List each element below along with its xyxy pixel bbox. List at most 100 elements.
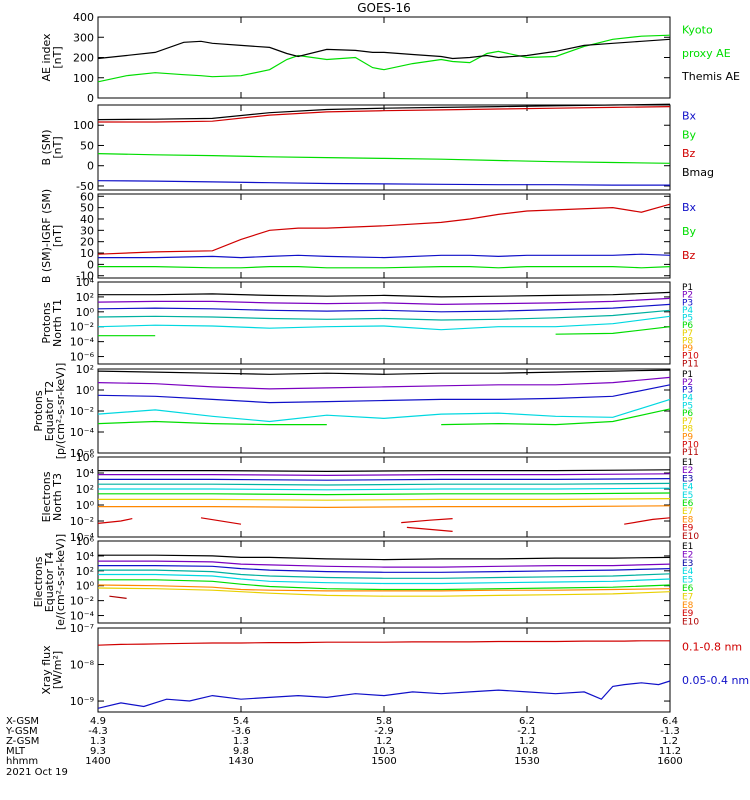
legend-entry: P3 — [682, 386, 693, 396]
legend-entry: E9 — [682, 524, 694, 534]
y-axis-label-line: [nT] — [51, 136, 64, 158]
legend-entry: E1 — [682, 542, 693, 552]
y-tick-label: 10⁶ — [76, 451, 95, 464]
y-axis-label-line: B (SM)-IGRF (SM) — [40, 189, 53, 283]
y-axis-label: AE index[nT] — [40, 33, 64, 82]
legend-entry: P6 — [682, 321, 693, 331]
y-axis-label-line: [W/m²] — [51, 651, 64, 689]
legend-entry: P7 — [682, 417, 693, 427]
legend-entry: P1 — [682, 370, 693, 380]
legend-entry: E4 — [682, 567, 694, 577]
series-e8 — [97, 587, 671, 597]
y-axis-label-line: North T3 — [51, 473, 64, 521]
series-e3 — [98, 478, 671, 481]
x-axis-row-label: Z-GSM — [6, 736, 39, 747]
series-segment — [406, 526, 453, 532]
series-e5 — [98, 487, 671, 491]
y-tick-label: 200 — [73, 52, 94, 65]
series-p4 — [97, 309, 671, 321]
legend-entry: Bz — [682, 147, 696, 160]
legend-entry: E8 — [682, 601, 694, 611]
legend-entry: E1 — [682, 458, 693, 468]
x-axis-row-label: X-GSM — [6, 716, 39, 727]
y-tick-label: 0 — [87, 160, 94, 173]
series-p3 — [97, 384, 671, 404]
x-axis-tick-value: 10.3 — [373, 746, 395, 757]
series-p2 — [97, 297, 671, 306]
panel-electrons_t4: 10⁻⁴ 10⁻² 10⁰ 10² 10⁴ 10⁶ ElectronsEquator T4[… — [32, 534, 699, 630]
series-e3 — [98, 565, 671, 573]
x-axis-tick-value: 1530 — [514, 756, 539, 767]
y-tick-label: 50 — [80, 139, 94, 152]
x-axis-tick-value: 1600 — [657, 756, 682, 767]
x-axis-row-label: hhmm — [6, 756, 38, 767]
legend-entry: P7 — [682, 329, 693, 339]
legend-entry: E10 — [682, 618, 699, 628]
y-tick-label: 10⁻⁷ — [70, 622, 94, 635]
x-axis-tick-value: 11.2 — [659, 746, 681, 757]
series-0-05-0-4-nm — [97, 680, 671, 709]
y-tick-label: 30 — [80, 224, 94, 237]
legend-entry: Kyoto — [682, 24, 713, 37]
legend-entry: Bmag — [682, 166, 714, 179]
legend-entry: 0.1-0.8 nm — [682, 640, 742, 653]
x-axis-tick-value: 9.8 — [233, 746, 249, 757]
y-axis-label-line: Equator T2 — [43, 381, 56, 441]
x-axis-tick-value: 1430 — [228, 756, 253, 767]
y-axis-label: B (SM)[nT] — [40, 129, 64, 165]
panel-frame — [97, 368, 671, 454]
series-e5 — [98, 573, 671, 585]
legend-entry: E7 — [682, 592, 693, 602]
y-tick-label: 40 — [80, 213, 94, 226]
panel-protons_t1: 10⁻⁶ 10⁻⁴ 10⁻² 10⁰ 10² 10⁴ ProtonsNorth T1 P1P2… — [40, 276, 699, 369]
series-segment — [109, 595, 127, 599]
y-tick-label: 10⁰ — [76, 384, 95, 397]
legend-entry: P8 — [682, 336, 693, 346]
series-e7 — [97, 584, 671, 592]
series-segment — [624, 517, 671, 525]
series-e8 — [98, 505, 671, 509]
y-tick-label: -50 — [76, 180, 94, 193]
y-tick-label: 10⁻⁸ — [70, 659, 95, 672]
series-e6 — [98, 579, 671, 591]
legend-entry: E8 — [682, 515, 694, 525]
y-tick-label: 50 — [80, 202, 94, 215]
y-tick-label: 300 — [73, 31, 94, 44]
x-axis-tick-value: 5.8 — [376, 716, 392, 727]
legend-entry: E3 — [682, 474, 693, 484]
y-tick-label: 400 — [73, 11, 94, 24]
plot-title: GOES-16 — [357, 1, 411, 15]
x-axis-tick-value: -3.6 — [231, 726, 251, 737]
panel-xray: 10⁻⁹ 10⁻⁸ 10⁻⁷ Xray flux[W/m²] 0.1-0.8 nm 0.0… — [40, 622, 749, 713]
legend-entry: E2 — [682, 550, 693, 560]
y-axis-label: Xray flux[W/m²] — [40, 645, 64, 695]
legend-entry: P9 — [682, 433, 693, 443]
y-axis-label: ElectronsEquator T4[e/(cm²-s-sr-keV)] — [32, 534, 67, 630]
series-by — [98, 266, 671, 269]
y-axis-label-line: Xray flux — [40, 645, 53, 695]
y-tick-label: 10⁰ — [76, 499, 95, 512]
x-axis-tick-value: -2.1 — [517, 726, 537, 737]
y-tick-label: 10⁰ — [76, 580, 95, 593]
y-axis-label-line: Equator T4 — [43, 552, 56, 612]
legend-entry: Themis AE — [681, 70, 740, 83]
y-axis-label-line: B (SM) — [40, 129, 53, 165]
series-bx — [97, 180, 670, 186]
legend-entry: P4 — [682, 306, 693, 316]
x-axis-tick-value: 1500 — [371, 756, 396, 767]
legend-entry: P2 — [682, 378, 693, 388]
y-tick-label: 10⁻⁶ — [70, 447, 95, 460]
series-e7 — [98, 498, 671, 501]
x-axis-tick-value: 6.2 — [519, 716, 535, 727]
series-bz — [97, 203, 671, 255]
y-tick-label: 100 — [73, 72, 94, 85]
series-p3 — [97, 303, 671, 313]
y-axis-label: ElectronsNorth T3 — [40, 471, 64, 522]
legend-entry: By — [682, 128, 697, 141]
legend-entry: P11 — [682, 448, 699, 458]
series-p6 — [97, 315, 671, 331]
y-tick-label: 10⁶ — [76, 535, 95, 548]
